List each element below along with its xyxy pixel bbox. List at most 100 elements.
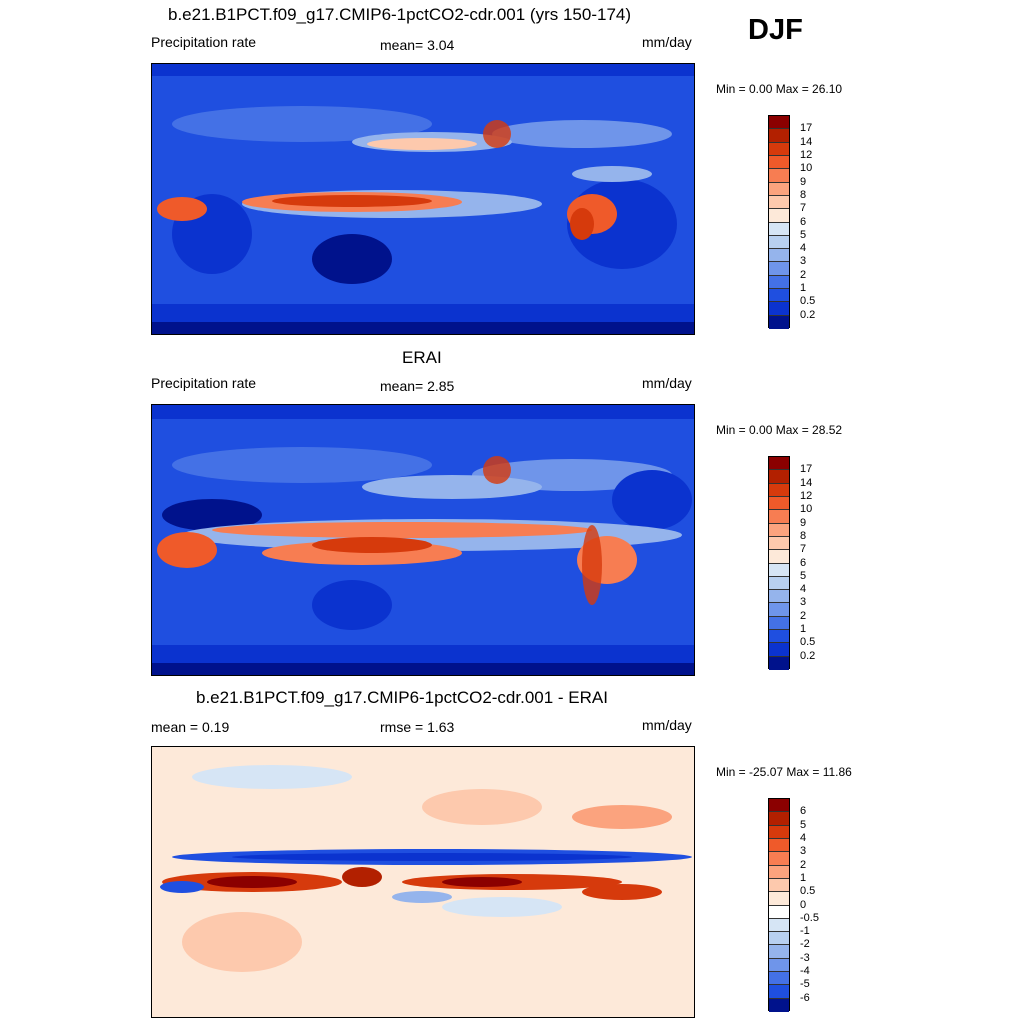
- panel-1-title: b.e21.B1PCT.f09_g17.CMIP6-1pctCO2-cdr.00…: [168, 5, 632, 24]
- colorbar-tick-label: 10: [800, 503, 813, 516]
- season-label: DJF: [748, 14, 803, 46]
- panel-1-colorbar: [768, 115, 790, 329]
- colorbar-swatch: [769, 523, 789, 537]
- panel-3-mean-label: mean = 0.19: [151, 719, 230, 735]
- colorbar-swatch: [769, 563, 789, 577]
- panel-1-minmax: Min = 0.00 Max = 26.10: [716, 82, 843, 96]
- colorbar-swatch: [769, 656, 789, 670]
- colorbar-swatch: [769, 590, 789, 604]
- colorbar-tick-label: -6: [800, 991, 810, 1004]
- colorbar-swatch: [769, 470, 789, 484]
- colorbar-swatch: [769, 576, 789, 591]
- colorbar-tick-label: 2: [800, 268, 807, 281]
- colorbar-tick-label: 1: [800, 623, 807, 636]
- colorbar-tick-label: 3: [800, 255, 807, 268]
- colorbar-tick-label: 2: [800, 609, 807, 622]
- colorbar-tick-label: 10: [800, 162, 813, 175]
- panel-2-units-label: mm/day: [642, 375, 692, 391]
- colorbar-swatch: [769, 483, 789, 497]
- colorbar-swatch: [769, 142, 789, 156]
- panel-1-units-label: mm/day: [642, 34, 692, 50]
- panel-1-field: [152, 64, 694, 334]
- colorbar-swatch: [769, 289, 789, 303]
- colorbar-tick-label: 8: [800, 188, 807, 201]
- colorbar-swatch: [769, 852, 789, 866]
- colorbar-swatch: [769, 116, 789, 130]
- colorbar-tick-label: 8: [800, 529, 807, 542]
- colorbar-swatch: [769, 932, 789, 946]
- colorbar-swatch: [769, 945, 789, 959]
- panel-1-variable-label: Precipitation rate: [151, 34, 257, 50]
- colorbar-swatch: [769, 510, 789, 524]
- colorbar-swatch: [769, 302, 789, 316]
- colorbar-swatch: [769, 892, 789, 906]
- colorbar-swatch: [769, 998, 789, 1012]
- colorbar-tick-label: 14: [800, 135, 813, 148]
- colorbar-tick-label: 7: [800, 202, 807, 215]
- colorbar-tick-label: 17: [800, 122, 813, 135]
- colorbar-tick-label: 7: [800, 543, 807, 556]
- colorbar-tick-label: 5: [800, 569, 807, 582]
- colorbar-swatch: [769, 262, 789, 276]
- colorbar-tick-label: 6: [800, 805, 807, 818]
- panel-3-map: [151, 746, 695, 1018]
- colorbar-tick-label: 9: [800, 175, 807, 188]
- panel-3-rmse-label: rmse = 1.63: [380, 719, 455, 735]
- panel-3-colorbar: [768, 798, 790, 1012]
- panel-2-mean-label: mean= 2.85: [380, 378, 455, 394]
- colorbar-swatch: [769, 603, 789, 617]
- colorbar-tick-label: 6: [800, 556, 807, 569]
- colorbar-swatch: [769, 838, 789, 853]
- colorbar-tick-label: 14: [800, 476, 813, 489]
- panel-2-field: [152, 405, 694, 675]
- colorbar-tick-label: 1: [800, 282, 807, 295]
- colorbar-swatch: [769, 222, 789, 236]
- colorbar-tick-label: 3: [800, 845, 807, 858]
- colorbar-tick-label: 0.5: [800, 295, 816, 308]
- colorbar-swatch: [769, 129, 789, 143]
- colorbar-tick-label: -4: [800, 965, 810, 978]
- colorbar-tick-label: 12: [800, 489, 813, 502]
- panel-1-mean-label: mean= 3.04: [380, 37, 455, 53]
- colorbar-swatch: [769, 275, 789, 290]
- panel-3-units-label: mm/day: [642, 717, 692, 733]
- colorbar-tick-label: 6: [800, 215, 807, 228]
- panel-2-colorbar: [768, 456, 790, 670]
- colorbar-swatch: [769, 958, 789, 973]
- panel-3-title: b.e21.B1PCT.f09_g17.CMIP6-1pctCO2-cdr.00…: [196, 688, 608, 707]
- colorbar-swatch: [769, 315, 789, 329]
- colorbar-swatch: [769, 616, 789, 631]
- panel-2-minmax: Min = 0.00 Max = 28.52: [716, 423, 843, 437]
- panel-3-minmax: Min = -25.07 Max = 11.86: [716, 765, 852, 779]
- colorbar-tick-label: 3: [800, 596, 807, 609]
- panel-1-map: [151, 63, 695, 335]
- colorbar-swatch: [769, 812, 789, 826]
- colorbar-tick-label: -1: [800, 925, 810, 938]
- colorbar-tick-label: -0.5: [800, 911, 819, 924]
- colorbar-tick-label: 17: [800, 463, 813, 476]
- colorbar-swatch: [769, 209, 789, 223]
- colorbar-swatch: [769, 155, 789, 170]
- panel-2-map: [151, 404, 695, 676]
- colorbar-swatch: [769, 182, 789, 196]
- colorbar-tick-label: -2: [800, 938, 810, 951]
- colorbar-swatch: [769, 169, 789, 183]
- colorbar-tick-label: 5: [800, 818, 807, 831]
- colorbar-tick-label: 4: [800, 831, 807, 844]
- colorbar-tick-label: 5: [800, 228, 807, 241]
- colorbar-swatch: [769, 972, 789, 986]
- colorbar-tick-label: 4: [800, 242, 807, 255]
- colorbar-tick-label: -5: [800, 978, 810, 991]
- colorbar-tick-label: 9: [800, 516, 807, 529]
- colorbar-swatch: [769, 457, 789, 471]
- colorbar-swatch: [769, 195, 789, 210]
- colorbar-tick-label: 1: [800, 871, 807, 884]
- colorbar-tick-label: 0: [800, 898, 807, 911]
- colorbar-swatch: [769, 825, 789, 839]
- colorbar-tick-label: 2: [800, 858, 807, 871]
- colorbar-swatch: [769, 249, 789, 263]
- colorbar-tick-label: 0.2: [800, 649, 816, 662]
- panel-2-title: ERAI: [402, 348, 442, 367]
- colorbar-swatch: [769, 799, 789, 813]
- colorbar-tick-label: 4: [800, 583, 807, 596]
